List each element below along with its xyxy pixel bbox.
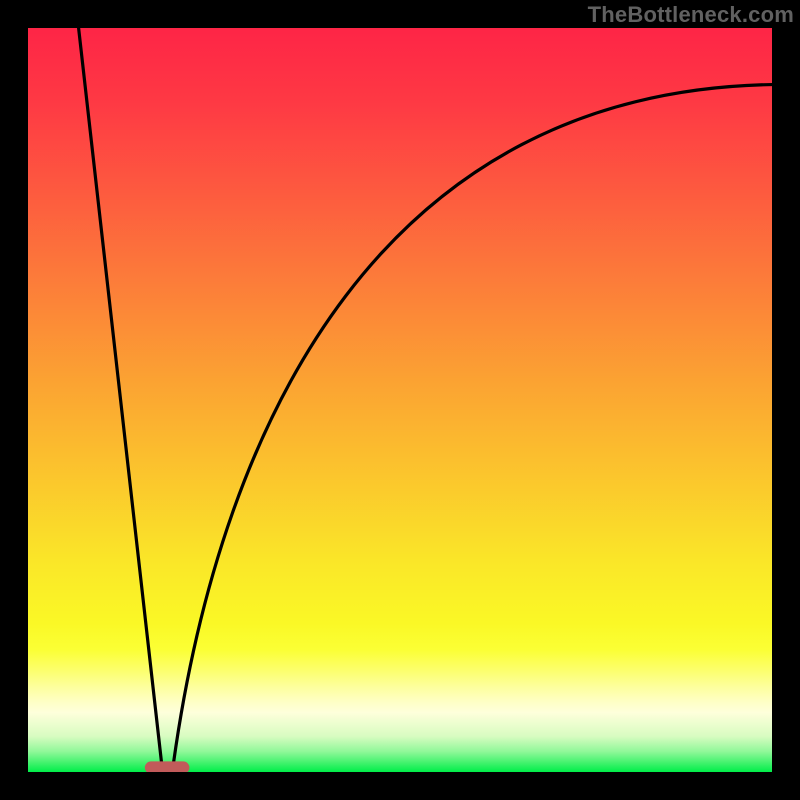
gradient-background	[28, 28, 772, 772]
chart-container: TheBottleneck.com	[0, 0, 800, 800]
bottleneck-chart	[0, 0, 800, 800]
watermark-text: TheBottleneck.com	[588, 2, 794, 28]
plot-area	[28, 28, 772, 774]
optimal-point-marker	[145, 761, 190, 773]
